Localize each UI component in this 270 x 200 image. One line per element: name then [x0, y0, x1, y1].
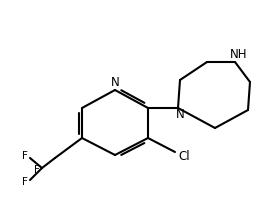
Text: N: N	[111, 76, 119, 90]
Text: NH: NH	[230, 48, 248, 62]
Text: F: F	[22, 177, 28, 187]
Text: F: F	[22, 151, 28, 161]
Text: Cl: Cl	[178, 150, 190, 164]
Text: N: N	[176, 108, 184, 120]
Text: F: F	[34, 165, 40, 175]
